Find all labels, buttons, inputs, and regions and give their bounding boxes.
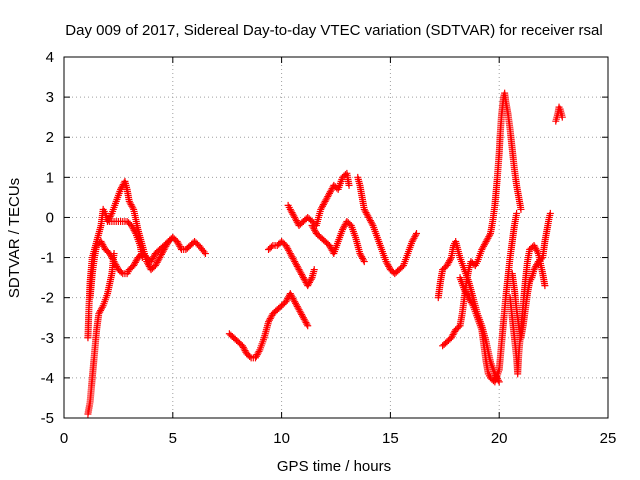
data-point: [513, 209, 521, 217]
data-point: [98, 303, 106, 311]
series-arc-8: [308, 217, 368, 266]
data-point: [446, 255, 454, 263]
series-arc-14: [506, 242, 549, 378]
data-point: [138, 254, 146, 262]
data-point: [303, 320, 311, 328]
data-point: [267, 243, 275, 251]
data-point: [468, 300, 476, 308]
data-point: [246, 352, 254, 360]
x-tick-label: 0: [60, 430, 68, 447]
plot-frame: [63, 56, 609, 419]
data-point: [107, 211, 115, 219]
data-point: [129, 204, 137, 212]
data-point: [177, 244, 185, 252]
data-point: [307, 275, 315, 283]
y-tick-label: 0: [46, 209, 54, 226]
data-points: [84, 89, 566, 418]
y-tick-label: 1: [46, 169, 54, 186]
x-tick-label: 15: [382, 430, 399, 447]
data-point: [131, 228, 139, 236]
data-point: [345, 181, 353, 189]
data-point: [310, 266, 318, 274]
series-arc-12: [456, 209, 521, 386]
chart-title: Day 009 of 2017, Sidereal Day-to-day VTE…: [65, 22, 602, 39]
data-point: [201, 250, 209, 258]
data-point: [304, 322, 312, 330]
y-tick-label: -1: [41, 250, 54, 267]
data-point: [200, 248, 208, 256]
y-tick-label: 3: [46, 89, 54, 106]
y-tick-label: 4: [46, 49, 54, 66]
grid-lines: [64, 57, 608, 418]
data-point: [486, 231, 494, 239]
data-point: [517, 205, 525, 213]
series-arc-3: [86, 234, 177, 302]
data-point: [413, 229, 421, 237]
y-tick-label: -2: [41, 290, 54, 307]
y-tick-label: -4: [41, 370, 54, 387]
y-tick-label: 2: [46, 129, 54, 146]
series-arc-4: [104, 217, 146, 262]
series-arc-9: [354, 173, 421, 278]
y-tick-label: -3: [41, 330, 54, 347]
data-point: [541, 282, 549, 290]
axis-ticks: 0 5 10 15 20 25 -5 -4 -3 -2 -1 0 1 2 3 4: [41, 49, 617, 447]
x-axis-label: GPS time / hours: [277, 458, 391, 475]
series-arc-7: [284, 169, 353, 229]
data-point: [167, 235, 175, 243]
data-point: [533, 248, 541, 256]
x-tick-label: 5: [169, 430, 177, 447]
data-point: [359, 256, 367, 264]
y-axis-label: SDTVAR / TECUs: [6, 178, 23, 298]
x-tick-label: 20: [491, 430, 508, 447]
series-arc-5: [225, 290, 312, 362]
series-arc-10: [434, 238, 503, 386]
data-point: [117, 268, 125, 276]
data-point: [255, 347, 263, 355]
y-tick-label: -5: [41, 410, 54, 427]
data-point: [558, 113, 566, 121]
x-tick-label: 25: [600, 430, 617, 447]
data-point: [360, 258, 368, 266]
data-point: [546, 209, 554, 217]
data-point: [368, 220, 376, 228]
series-arc-15: [552, 103, 566, 125]
data-point: [412, 231, 420, 239]
x-tick-label: 10: [273, 430, 290, 447]
series-arc-1: [84, 250, 118, 418]
series-arc-6: [265, 238, 318, 290]
data-point: [169, 234, 177, 241]
